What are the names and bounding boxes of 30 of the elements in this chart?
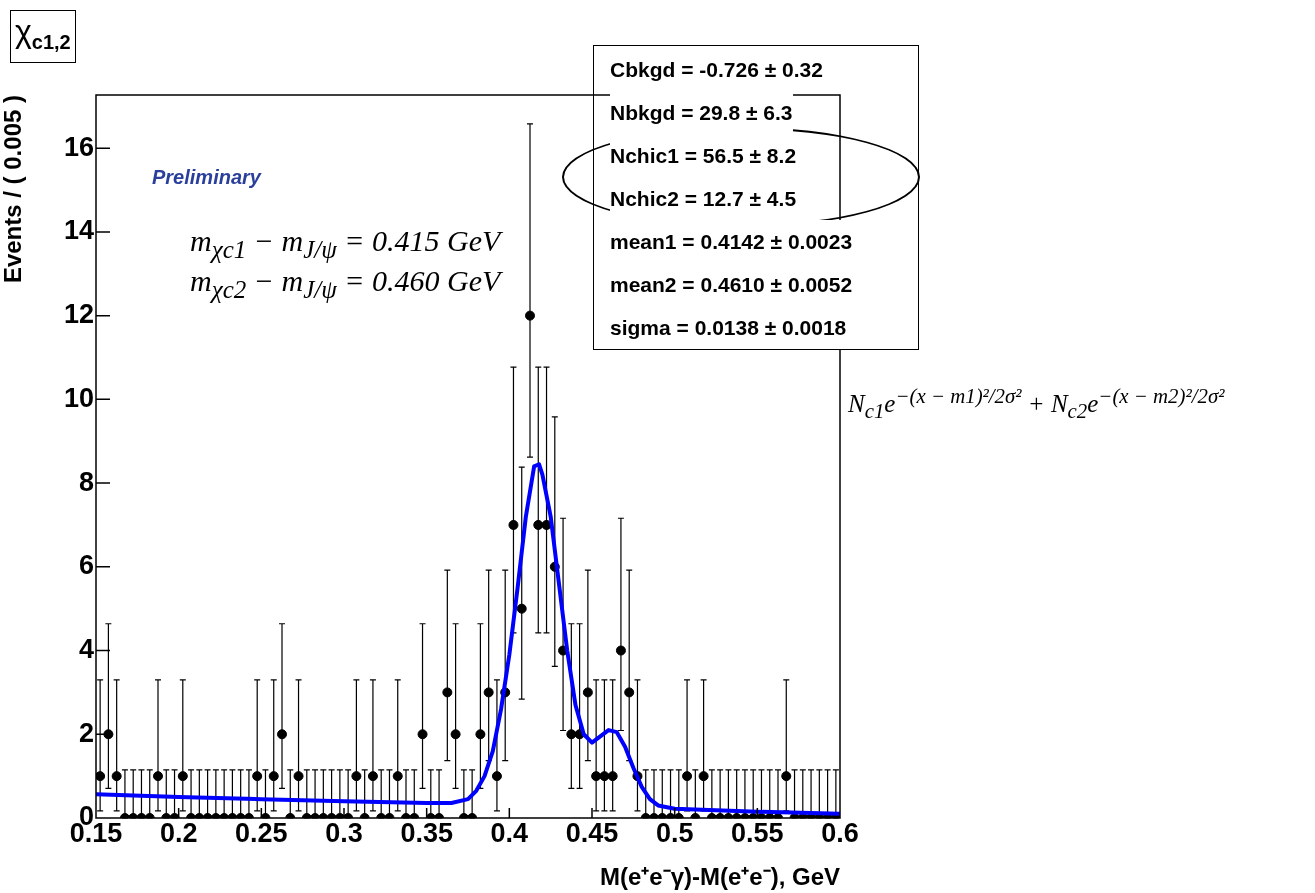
y-axis-title: Events / ( 0.005 ) (0, 95, 27, 284)
annotation: Nbkgd = 29.8 ± 6.3 (610, 91, 793, 134)
annotation: m$_{χc1}$ − m$_{J/ψ}$ = 0.415 GeV (190, 224, 501, 264)
y-tick-label: 2 (78, 717, 94, 748)
annotation: Preliminary (152, 166, 261, 189)
y-tick-label: 4 (78, 634, 94, 664)
chart-title: χ$_{c1,2}$ (10, 10, 76, 64)
annotation: mean2 = 0.4610 ± 0.0052 (610, 263, 853, 306)
annotation: Nchic2 = 12.7 ± 4.5 (610, 177, 797, 220)
x-axis-title: M(e⁺e⁻γ)-M(e⁺e⁻), GeV (599, 863, 840, 891)
x-tick-label: 0.4 (490, 817, 529, 848)
annotation: mean1 = 0.4142 ± 0.0023 (610, 220, 853, 263)
x-tick-label: 0.55 (731, 817, 784, 848)
x-tick-label: 0.45 (565, 817, 619, 848)
y-tick-label: 8 (78, 466, 94, 497)
y-tick-label: 10 (63, 382, 94, 413)
text: N$_{c1}$e$^{−(x − m1)²/2σ²}$ + N$_{c2}$e$^{−(x − m2)²/2σ²}$ (848, 384, 1225, 425)
x-tick-label: 0.35 (400, 817, 453, 848)
x-tick-label: 0.5 (655, 817, 694, 848)
text: Cbkgd = -0.726 ± 0.32 (610, 48, 823, 91)
y-tick-label: 6 (78, 550, 94, 581)
x-tick-label: 0.6 (821, 817, 859, 848)
x-tick-label: 0.3 (325, 817, 363, 848)
annotation: m$_{χc2}$ − m$_{J/ψ}$ = 0.460 GeV (190, 264, 501, 304)
y-tick-label: 14 (63, 215, 94, 246)
y-tick-label: 16 (63, 131, 94, 162)
x-tick-label: 0.2 (159, 817, 198, 848)
annotation: Nchic1 = 56.5 ± 8.2 (610, 134, 797, 177)
x-tick-label: 0.25 (235, 817, 288, 848)
y-tick-label: 12 (63, 299, 94, 330)
